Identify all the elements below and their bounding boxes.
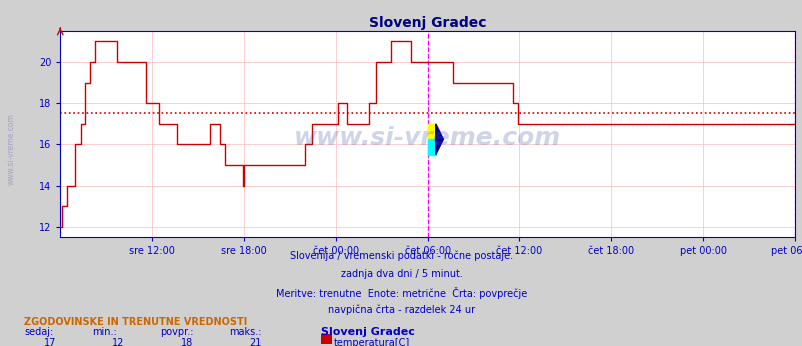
- Polygon shape: [435, 124, 443, 155]
- Text: www.si-vreme.com: www.si-vreme.com: [294, 126, 561, 150]
- Text: navpična črta - razdelek 24 ur: navpična črta - razdelek 24 ur: [327, 305, 475, 315]
- Text: www.si-vreme.com: www.si-vreme.com: [6, 113, 15, 185]
- Text: maks.:: maks.:: [229, 327, 261, 337]
- Text: povpr.:: povpr.:: [160, 327, 194, 337]
- Bar: [427, 139, 435, 155]
- Text: Slovenija / vremenski podatki - ročne postaje.: Slovenija / vremenski podatki - ročne po…: [290, 251, 512, 261]
- Text: 21: 21: [249, 338, 261, 346]
- Text: zadnja dva dni / 5 minut.: zadnja dva dni / 5 minut.: [340, 269, 462, 279]
- Title: Slovenj Gradec: Slovenj Gradec: [368, 16, 486, 30]
- Text: sedaj:: sedaj:: [24, 327, 53, 337]
- Text: temperatura[C]: temperatura[C]: [334, 338, 410, 346]
- Bar: [427, 124, 435, 139]
- Text: ZGODOVINSKE IN TRENUTNE VREDNOSTI: ZGODOVINSKE IN TRENUTNE VREDNOSTI: [24, 317, 247, 327]
- Text: 12: 12: [112, 338, 124, 346]
- Text: 17: 17: [44, 338, 56, 346]
- Text: min.:: min.:: [92, 327, 117, 337]
- Text: 18: 18: [180, 338, 192, 346]
- Text: Meritve: trenutne  Enote: metrične  Črta: povprečje: Meritve: trenutne Enote: metrične Črta: …: [276, 287, 526, 299]
- Text: Slovenj Gradec: Slovenj Gradec: [321, 327, 415, 337]
